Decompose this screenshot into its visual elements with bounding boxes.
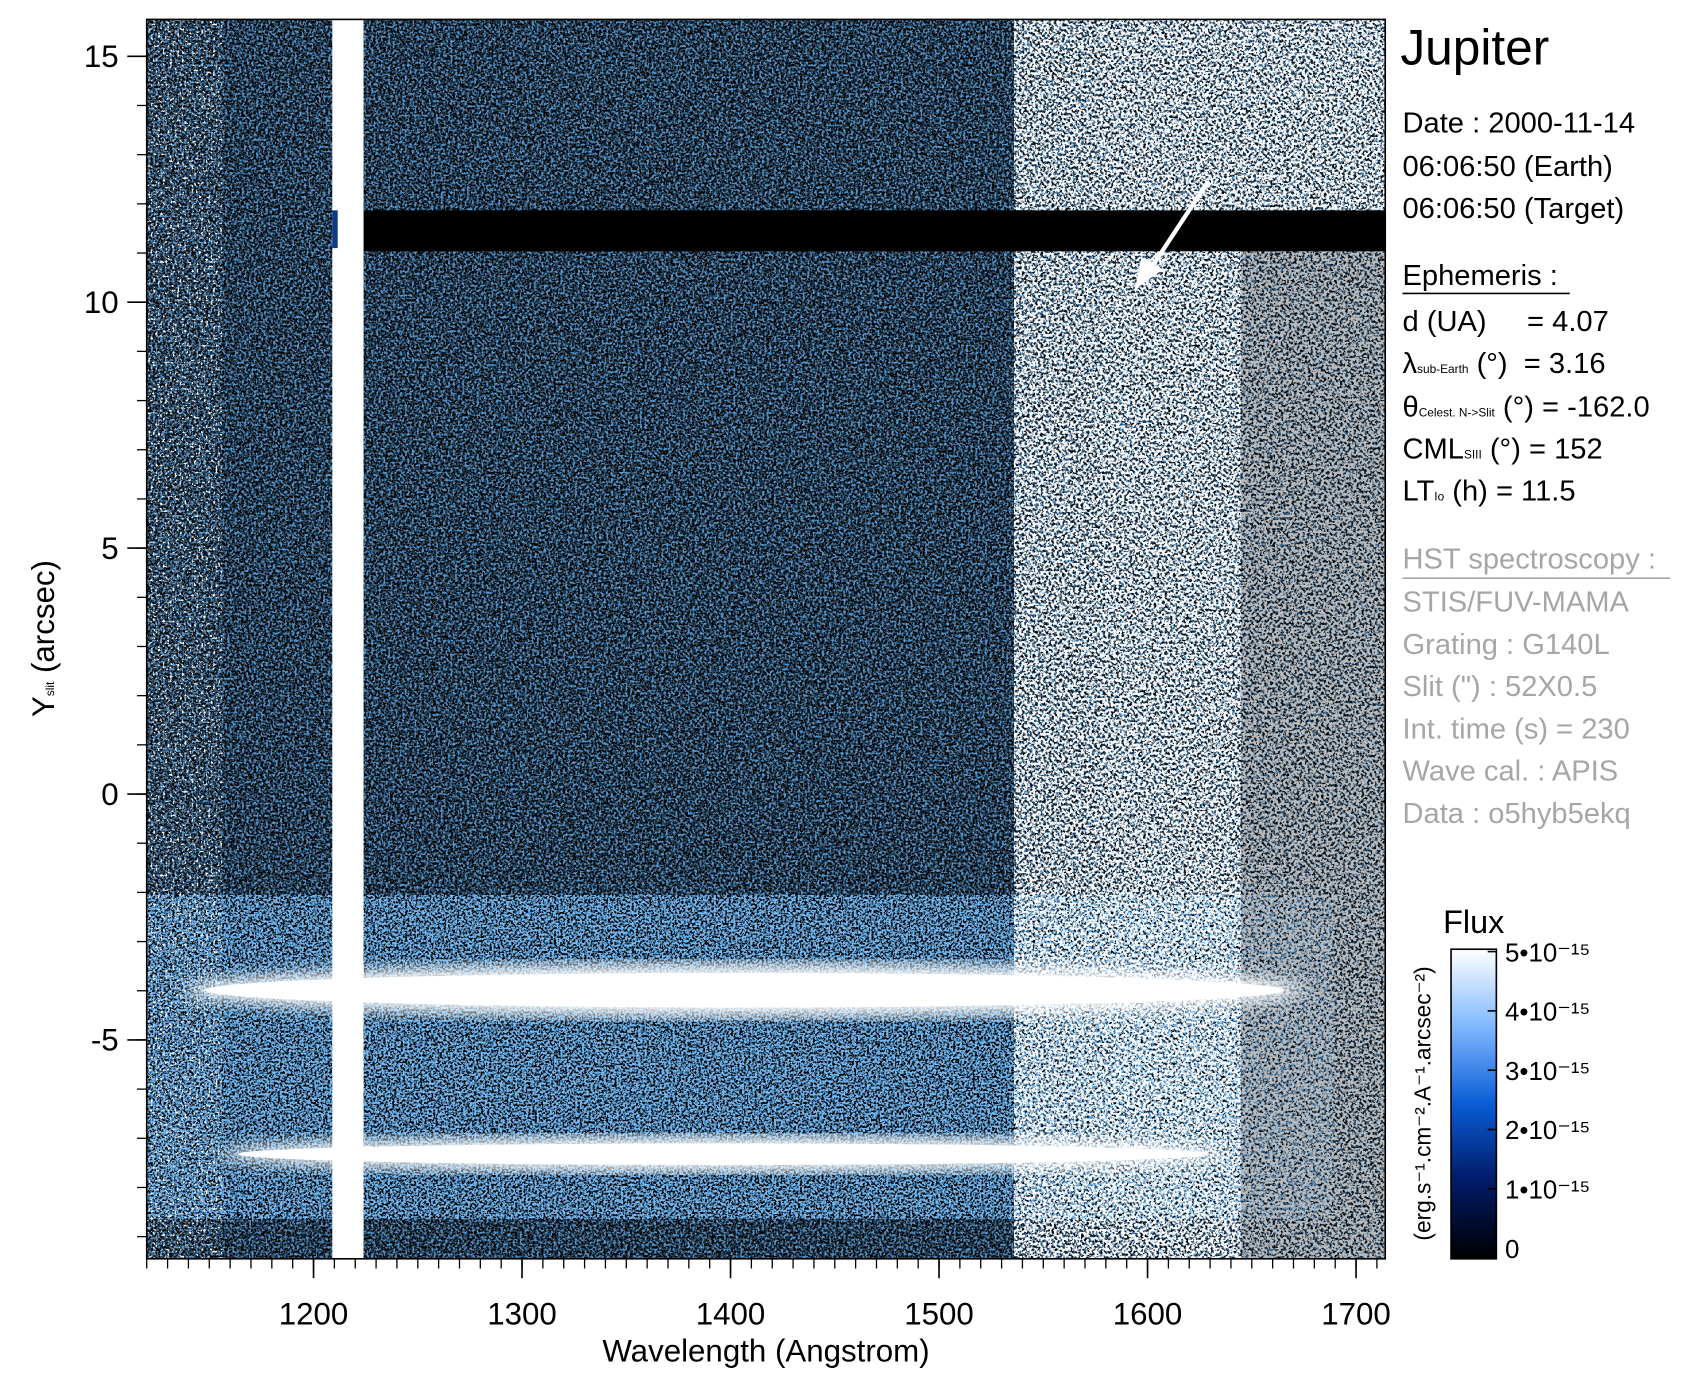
time-earth: 06:06:50 (Earth) (1403, 151, 1613, 183)
ephemeris-line: θCelest. N->Slit (°) = -162.0 (1403, 391, 1650, 423)
instrument-line: STIS/FUV-MAMA (1403, 587, 1630, 619)
colorbar-tick-label: 0 (1505, 1236, 1519, 1264)
ephemeris-sub: SIII (1464, 447, 1482, 461)
x-tick-label: 1600 (1113, 1297, 1183, 1332)
ephemeris-rest: (°) = 152 (1482, 433, 1603, 465)
time-target: 06:06:50 (Target) (1403, 193, 1625, 225)
ephemeris-sub: sub-Earth (1417, 362, 1468, 376)
y-tick-label: 5 (101, 531, 118, 566)
ephemeris-heading: Ephemeris : (1403, 260, 1558, 292)
ephemeris-sub: Celest. N->Slit (1419, 405, 1496, 419)
x-tick-label: 1400 (696, 1297, 766, 1332)
ephemeris-line: LTIo (h) = 11.5 (1403, 476, 1576, 508)
y-label-rest: (arcsec) (26, 560, 61, 682)
ephemeris-main: λ (1403, 348, 1418, 380)
colorbar-tick-label: 2•10⁻¹⁵ (1505, 1117, 1590, 1145)
ephemeris-line: d (UA) = 4.07 (1403, 306, 1609, 338)
y-tick-label: 15 (84, 39, 119, 74)
colorbar-tick-label: 1•10⁻¹⁵ (1505, 1177, 1590, 1205)
ephemeris-sub: Io (1434, 489, 1444, 503)
ephemeris-main: d (UA) = 4.07 (1403, 306, 1609, 338)
ephemeris-rest: (°) = -162.0 (1495, 391, 1650, 423)
date: Date : 2000-11-14 (1403, 108, 1636, 140)
ephemeris-main: θ (1403, 391, 1419, 423)
x-tick-label: 1700 (1321, 1297, 1391, 1332)
instrument-line: Grating : G140L (1403, 629, 1610, 661)
instrument-line: Slit (") : 52X0.5 (1403, 671, 1598, 703)
ephemeris-main: LT (1403, 476, 1435, 508)
plot-frame (145, 18, 1387, 1260)
ephemeris-line: CMLSIII (°) = 152 (1403, 433, 1603, 465)
x-tick-label: 1500 (904, 1297, 974, 1332)
colorbar-tick-label: 5•10⁻¹⁵ (1505, 939, 1590, 967)
ephemeris-rest: (h) = 11.5 (1444, 476, 1575, 508)
colorbar-title: Flux (1443, 904, 1504, 940)
y-tick-label: -5 (91, 1023, 119, 1058)
y-label-main: Y (26, 696, 61, 717)
y-tick-label: 10 (84, 285, 119, 320)
y-label-sub: slit (43, 681, 57, 696)
title: Jupiter (1400, 20, 1549, 76)
instrument-line: Wave cal. : APIS (1403, 756, 1619, 788)
ephemeris-line: λsub-Earth (°) = 3.16 (1403, 348, 1606, 380)
instrument-heading: HST spectroscopy : (1403, 543, 1656, 575)
ephemeris-rest: (°) = 3.16 (1468, 348, 1605, 380)
instrument-line: Data : o5hyb5ekq (1403, 798, 1631, 830)
y-tick-label: 0 (101, 777, 118, 812)
ephemeris-main: CML (1403, 433, 1464, 465)
colorbar-tick-label: 3•10⁻¹⁵ (1505, 1058, 1590, 1086)
colorbar-tick-label: 4•10⁻¹⁵ (1505, 999, 1590, 1027)
x-tick-label: 1200 (279, 1297, 349, 1332)
x-axis-label: Wavelength (Angstrom) (602, 1333, 929, 1368)
instrument-line: Int. time (s) = 230 (1403, 713, 1630, 745)
colorbar-label: (erg.s⁻¹.cm⁻².A⁻¹.arcsec⁻²) (1410, 966, 1436, 1240)
x-tick-label: 1300 (487, 1297, 557, 1332)
spectral-image (146, 19, 1386, 1259)
y-axis-label: Yslit (arcsec) (26, 560, 61, 717)
colorbar (1450, 948, 1498, 1260)
